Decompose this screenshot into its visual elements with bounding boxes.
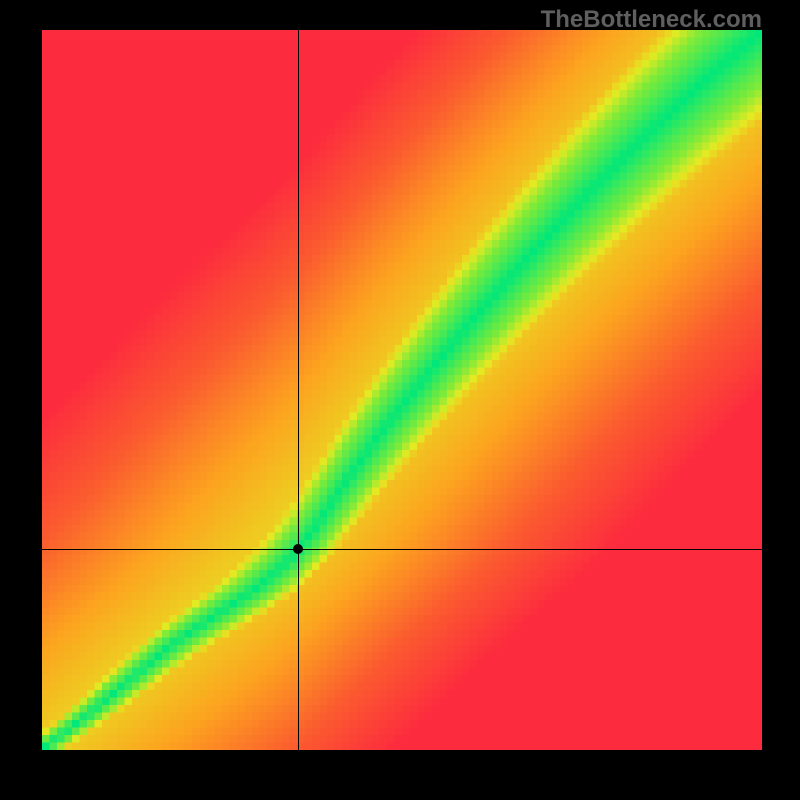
crosshair-marker-dot <box>293 544 303 554</box>
bottleneck-heatmap <box>42 30 762 750</box>
crosshair-vertical-line <box>298 30 299 750</box>
plot-area <box>42 30 762 750</box>
crosshair-horizontal-line <box>42 549 762 550</box>
watermark-text: TheBottleneck.com <box>541 6 762 34</box>
